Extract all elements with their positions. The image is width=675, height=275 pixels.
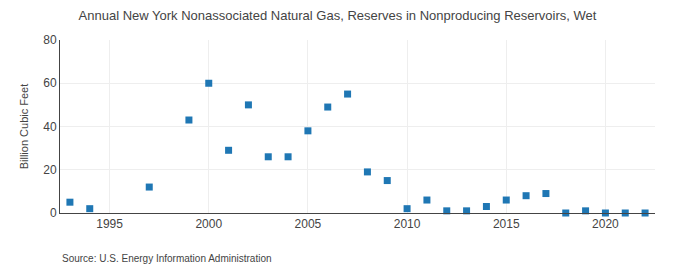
svg-text:60: 60 [43,76,57,90]
svg-text:40: 40 [43,120,57,134]
svg-text:2010: 2010 [394,217,421,231]
svg-text:0: 0 [50,206,57,220]
svg-text:Billion Cubic Feet: Billion Cubic Feet [18,84,30,170]
svg-text:2015: 2015 [493,217,520,231]
svg-text:80: 80 [43,33,57,47]
svg-text:Annual New York Nonassociated: Annual New York Nonassociated Natural Ga… [79,8,597,23]
svg-text:Source: U.S. Energy Informatio: Source: U.S. Energy Information Administ… [62,253,272,264]
svg-text:2005: 2005 [295,217,322,231]
svg-text:1995: 1995 [96,217,123,231]
svg-text:2020: 2020 [592,217,619,231]
svg-text:20: 20 [43,163,57,177]
svg-text:2000: 2000 [195,217,222,231]
